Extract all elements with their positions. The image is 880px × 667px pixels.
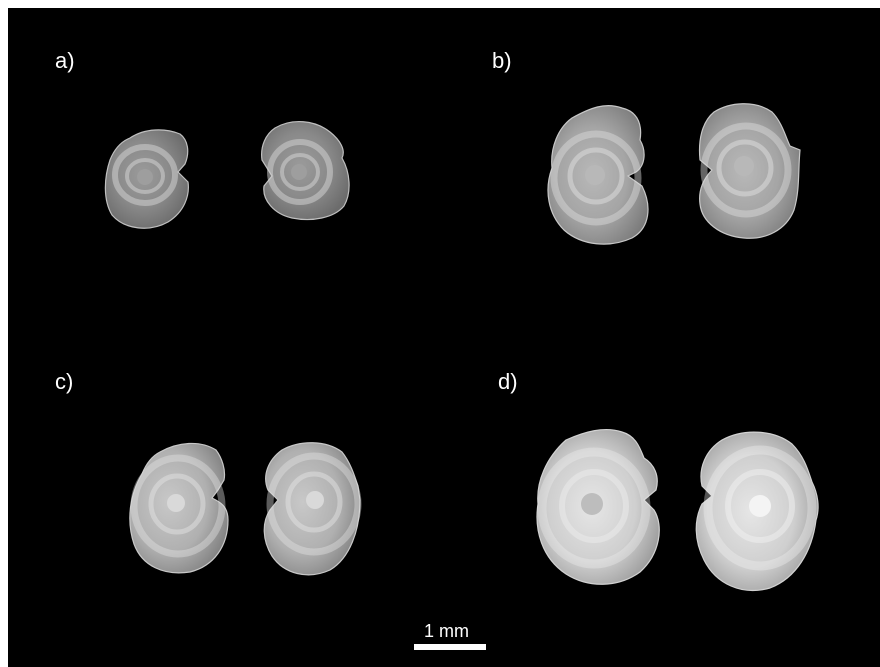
panel-label-a: a) — [55, 48, 75, 73]
otolith-a-left — [104, 129, 189, 229]
otolith-d-left — [536, 428, 660, 585]
otolith-figure: a) b) c) d) 1 mm — [8, 8, 880, 667]
otolith-images — [104, 103, 819, 592]
otolith-b-right — [698, 103, 801, 239]
otolith-a-right — [261, 121, 350, 221]
otolith-c-left — [129, 442, 229, 574]
panel-label-d: d) — [498, 369, 518, 394]
otolith-c-right — [263, 442, 362, 576]
panel-label-b: b) — [492, 48, 512, 73]
otolith-d-right — [695, 431, 819, 592]
scale-bar — [414, 644, 486, 650]
panel-label-c: c) — [55, 369, 74, 394]
otolith-b-left — [547, 105, 649, 245]
scale-bar-label: 1 mm — [424, 621, 469, 641]
